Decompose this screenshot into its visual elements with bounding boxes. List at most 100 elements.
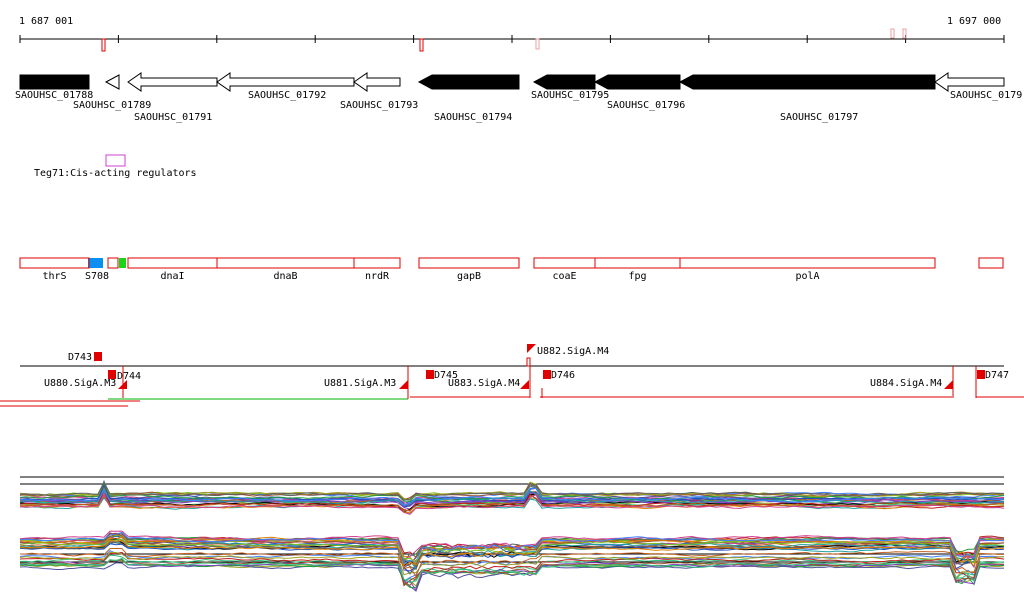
expression-line <box>19 487 1005 507</box>
gene-saouhsc_01797[interactable] <box>678 74 936 90</box>
expression-line <box>19 493 1005 512</box>
transcription-track: D743 D744 U880.SigA.M3 U881.SigA.M3 D745… <box>0 344 1024 407</box>
blue-block[interactable] <box>88 258 103 268</box>
feature-label: fpg <box>628 271 646 282</box>
tss-flag[interactable] <box>944 380 953 389</box>
feature-box-edge[interactable] <box>978 257 1004 269</box>
expression-panel <box>19 476 1005 592</box>
feature-label: nrdR <box>365 271 390 282</box>
ruler-marker <box>890 28 895 39</box>
feature-gapb[interactable] <box>418 257 520 269</box>
expression-line <box>19 531 1005 565</box>
regulator-track: Teg71:Cis-acting regulators <box>34 154 197 179</box>
tss-label-u882: U882.SigA.M4 <box>537 346 609 357</box>
feature-pola[interactable] <box>679 257 936 269</box>
tss-marker[interactable] <box>977 370 985 379</box>
tss-label-d745: D745 <box>434 370 458 381</box>
gene-label: SAOUHSC_01795 <box>531 90 609 101</box>
feature-dnai[interactable] <box>127 257 218 269</box>
ruler-end-label: 1 697 000 <box>947 16 1001 27</box>
ruler-start-label: 1 687 001 <box>19 16 73 27</box>
feature-coae[interactable] <box>533 257 596 269</box>
gene-saouhsc_01789[interactable] <box>104 74 120 90</box>
ruler-marker <box>535 38 540 50</box>
tss-label-d747: D747 <box>985 370 1009 381</box>
ruler-markers <box>101 28 907 52</box>
gene-saouhsc_01794[interactable] <box>417 74 520 90</box>
expression-line <box>19 557 1005 584</box>
feature-thrs[interactable] <box>19 257 90 269</box>
gene-label: SAOUHSC_01794 <box>434 112 512 123</box>
feature-label: S708 <box>85 271 109 282</box>
expression-lines-lower <box>19 530 1005 592</box>
expression-line <box>19 541 1005 574</box>
gene-saouhsc_01791[interactable] <box>127 72 218 92</box>
ruler-marker <box>419 38 424 52</box>
gene-saouhsc_01798[interactable] <box>934 72 1005 92</box>
gene-saouhsc_01788[interactable] <box>19 74 90 90</box>
ruler-marker <box>101 38 106 52</box>
gene-label: SAOUHSC_01792 <box>248 90 326 101</box>
expression-line <box>19 481 1005 502</box>
tss-label-u881: U881.SigA.M3 <box>324 378 396 389</box>
expression-line <box>19 540 1005 568</box>
expression-line <box>19 551 1005 587</box>
tss-label-u884: U884.SigA.M4 <box>870 378 942 389</box>
expression-line <box>19 547 1004 578</box>
gene-label: SAOUHSC_01796 <box>607 100 685 111</box>
tss-label-d743: D743 <box>68 352 92 363</box>
feature-label: coaE <box>552 271 576 282</box>
gene-label: SAOUHSC_01797 <box>780 112 858 123</box>
green-block[interactable] <box>119 258 126 268</box>
tss-marker[interactable] <box>543 370 551 379</box>
regulator-box[interactable] <box>105 154 126 167</box>
tss-flag[interactable] <box>118 380 127 389</box>
tss-flag[interactable] <box>399 380 408 389</box>
feature-label: polA <box>795 271 819 282</box>
expression-line <box>19 489 1005 513</box>
expression-line <box>19 487 1005 507</box>
expression-line <box>19 483 1005 508</box>
feature-nrdr[interactable] <box>353 257 401 269</box>
feature-label: dnaI <box>160 271 184 282</box>
gene-saouhsc_01793[interactable] <box>353 72 401 92</box>
gene-saouhsc_01795[interactable] <box>532 74 596 90</box>
tss-marker[interactable] <box>426 370 434 379</box>
regulator-label: Teg71:Cis-acting regulators <box>34 168 197 179</box>
feature-track: thrS S708 dnaI dnaB nrdR gapB coaE fpg polA <box>19 257 1004 282</box>
ruler-marker <box>902 28 907 39</box>
expression-line <box>19 551 1005 579</box>
expression-line <box>19 497 1005 515</box>
gene-label: SAOUHSC_0179 <box>950 90 1022 101</box>
tss-stem <box>526 357 531 367</box>
feature-label: dnaB <box>273 271 297 282</box>
tss-label-u880: U880.SigA.M3 <box>44 378 116 389</box>
expression-line <box>20 493 1005 515</box>
gene-label: SAOUHSC_01788 <box>15 90 93 101</box>
feature-label: gapB <box>457 271 481 282</box>
feature-dnab[interactable] <box>216 257 355 269</box>
tss-marker[interactable] <box>108 370 116 379</box>
expression-line <box>19 562 1005 592</box>
tss-marker[interactable] <box>94 352 102 361</box>
coordinate-ruler: 1 687 001 1 697 000 <box>19 16 1005 52</box>
tss-label-u883: U883.SigA.M4 <box>448 378 520 389</box>
expression-line <box>19 538 1005 564</box>
gene-label: SAOUHSC_01793 <box>340 100 418 111</box>
tss-flag[interactable] <box>520 380 529 389</box>
gene-label: SAOUHSC_01791 <box>134 112 212 123</box>
expression-line <box>19 480 1005 501</box>
tss-label-d746: D746 <box>551 370 575 381</box>
gene-saouhsc_01796[interactable] <box>593 74 681 90</box>
gene-label: SAOUHSC_01789 <box>73 100 151 111</box>
expression-lines-upper <box>19 479 1005 515</box>
tss-flag[interactable] <box>527 344 536 353</box>
feature-box-small[interactable] <box>107 257 119 269</box>
tss-label-d744: D744 <box>117 371 141 382</box>
feature-label: thrS <box>42 271 66 282</box>
gene-saouhsc_01792[interactable] <box>216 72 355 92</box>
expression-line <box>19 558 1005 586</box>
feature-fpg[interactable] <box>594 257 681 269</box>
